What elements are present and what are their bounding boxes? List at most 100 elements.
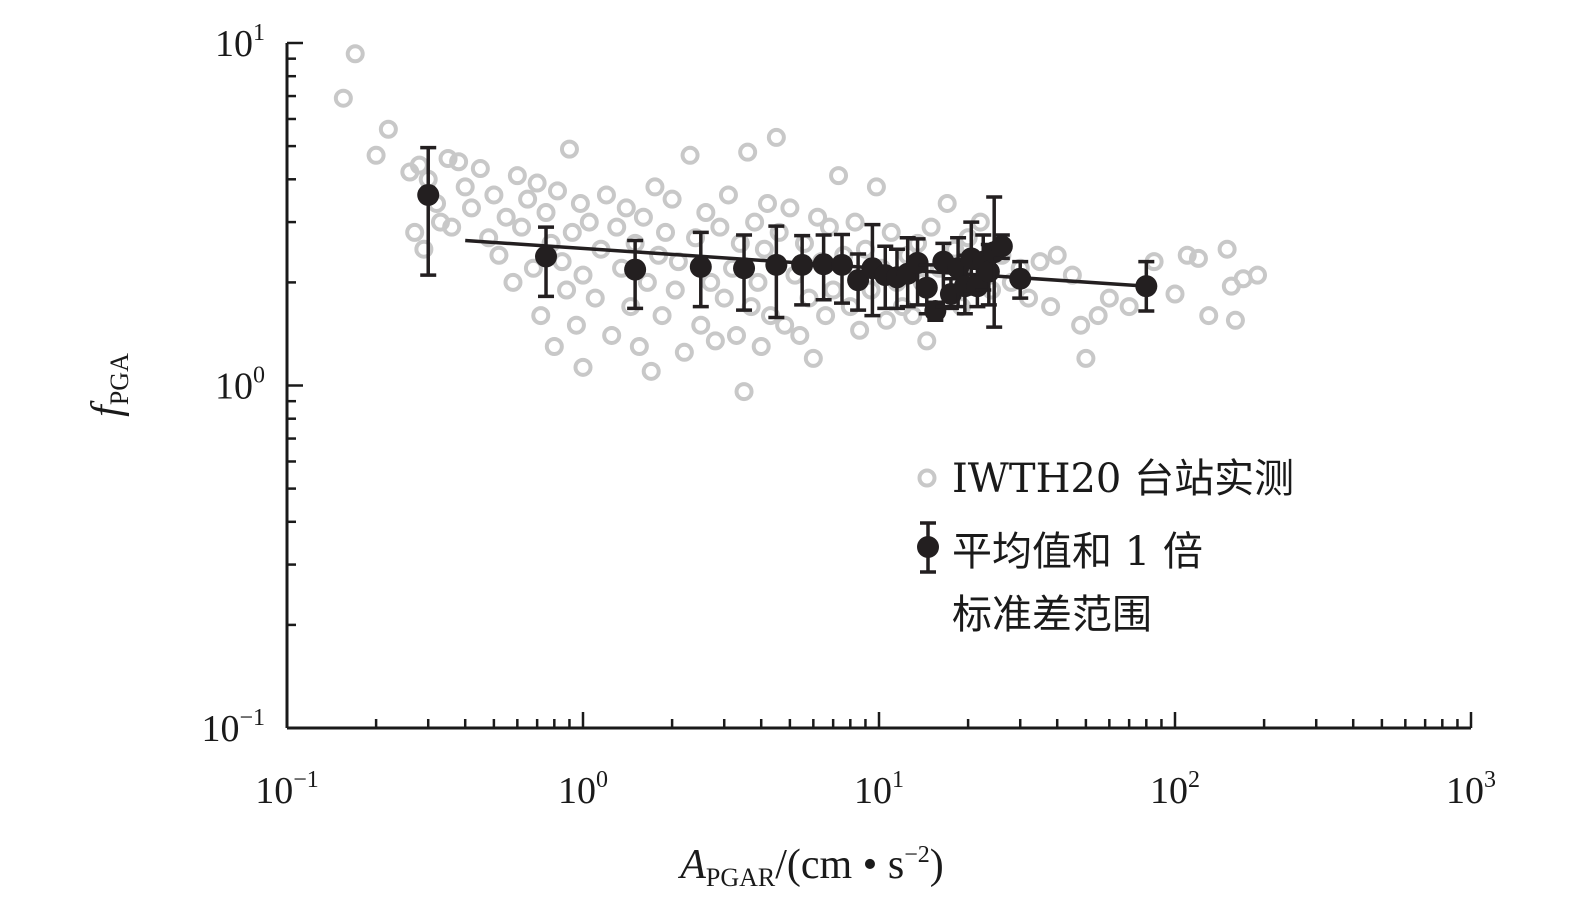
observed-point [405,222,425,242]
observed-point [1099,288,1119,308]
mean-point-errorbar [1135,259,1158,313]
observed-point [527,173,547,193]
mean-point-errorbar [1009,259,1032,300]
observed-point [616,198,636,218]
legend-label-observed: IWTH20 台站实测 [952,456,1294,502]
observed-point [378,119,398,139]
observed-point [823,280,843,300]
observed-point [790,325,810,345]
observed-point [691,315,711,335]
observed-point [780,198,800,218]
observed-point [573,357,593,377]
x-axis-title-unit-exp: −2 [904,842,930,868]
observed-point [547,181,567,201]
observed-point [734,382,754,402]
observed-point [1041,297,1061,317]
observed-point [585,288,605,308]
observed-point [1076,348,1096,368]
mean-point-errorbar [624,238,647,311]
observed-point [845,212,865,232]
mean-point-errorbar [812,233,835,302]
observed-point [686,228,706,248]
observed-point [570,193,590,213]
observed-point [602,325,622,345]
x-axis-title-main: A [677,842,706,888]
mean-points-layer [417,145,1158,329]
observed-point [637,272,657,292]
legend: IWTH20 台站实测 平均值和 1 倍 标准差范围 [917,456,1294,638]
observed-point [701,272,721,292]
observed-point [945,239,965,259]
mean-point [977,260,1000,283]
observed-point [726,325,746,345]
observed-point [696,202,716,222]
x-tick-label: 10−1 [255,767,319,812]
x-axis-title: APGAR/(cm • s−2) [677,842,944,892]
observed-point [738,142,758,162]
observed-point [794,233,814,253]
observed-point [479,228,499,248]
observed-point [1199,306,1219,326]
observed-point [757,193,777,213]
observed-point [489,245,509,265]
observed-point [366,145,386,165]
mean-point-errorbar [831,232,854,305]
y-tick-label: 100 [215,363,265,408]
legend-label-mean-line2: 标准差范围 [952,592,1152,638]
x-axis-title-sub: PGAR [706,863,776,892]
observed-points-layer [333,44,1268,402]
mean-point [990,235,1013,258]
observed-point [921,217,941,237]
observed-point [470,159,490,179]
legend-errorbar-marker [917,521,939,574]
observed-point [866,177,886,197]
observed-point [674,342,694,362]
observed-point [621,297,641,317]
observed-point [1165,284,1185,304]
legend-open-circle-marker [917,468,937,488]
observed-point [745,212,765,232]
observed-point [718,185,738,205]
y-tick-label: 101 [215,20,265,65]
observed-point [714,288,734,308]
observed-point [662,189,682,209]
observed-point [766,127,786,147]
observed-point [512,217,532,237]
observed-point [518,189,538,209]
mean-point-errorbar [915,263,938,316]
observed-point [1030,252,1050,272]
mean-point-errorbar [733,233,756,312]
x-tick-label: 103 [1446,767,1496,812]
observed-point [652,306,672,326]
observed-point [633,207,653,227]
mean-point [791,253,814,276]
observed-point [680,145,700,165]
observed-point [748,272,768,292]
observed-point [1188,248,1208,268]
observed-point [829,166,849,186]
mean-point [765,253,788,276]
observed-point [596,185,616,205]
observed-point [876,310,896,330]
observed-point [536,202,556,222]
observed-point [629,336,649,356]
observed-point [503,272,523,292]
mean-point [915,276,938,299]
observed-point [484,185,504,205]
y-axis-title: fPGA [84,353,134,417]
observed-point [461,198,481,218]
observed-point [754,239,774,259]
mean-point [1135,275,1158,298]
mean-point-errorbar [906,237,929,307]
observed-point [1047,245,1067,265]
x-tick-label: 101 [854,767,904,812]
observed-point [710,217,730,237]
observed-point [333,88,353,108]
mean-point-errorbar [417,145,440,277]
x-axis-title-unit: /(cm • s [775,842,904,888]
observed-point [1248,265,1268,285]
observed-point [1071,315,1091,335]
observed-point [345,44,365,64]
observed-point [803,348,823,368]
